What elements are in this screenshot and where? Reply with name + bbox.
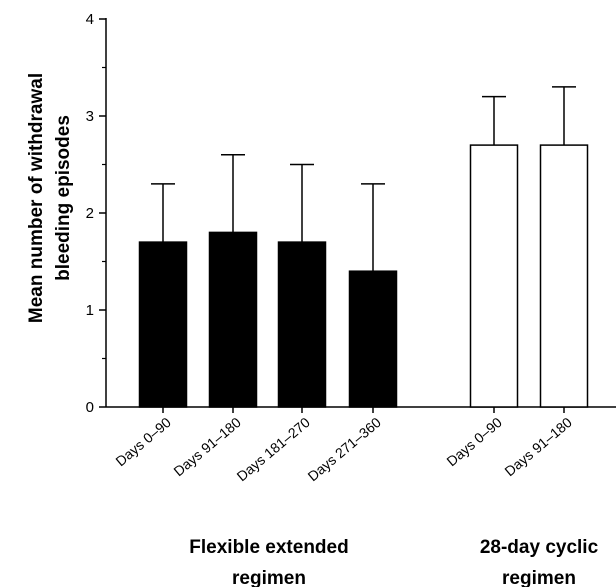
bar [277, 241, 327, 408]
bar [138, 241, 188, 408]
category-label: Days 0–90 [112, 414, 174, 469]
bar [348, 270, 398, 408]
bar [208, 231, 258, 408]
group-label: regimen [502, 568, 576, 587]
y-axis-label-line: bleeding episodes [53, 115, 74, 281]
y-tick-label: 0 [86, 399, 94, 416]
category-label: Days 91–180 [170, 414, 244, 479]
y-axis-label-line: Mean number of withdrawal [26, 73, 47, 323]
group-labels: Flexible extended regimen 28-day cyclic reg… [189, 537, 598, 587]
category-label: Days 0–90 [443, 414, 505, 469]
category-label: Days 271–360 [304, 414, 384, 484]
y-tick-label: 2 [86, 205, 94, 222]
y-tick-label: 4 [86, 11, 94, 28]
y-axis-label: Mean number of withdrawal bleeding episod… [26, 73, 74, 323]
group-label: 28-day cyclic [480, 537, 599, 558]
bars [138, 86, 589, 408]
y-tick-label: 1 [86, 302, 94, 319]
group-label: Flexible extended [189, 537, 348, 558]
y-tick-label: 3 [86, 108, 94, 125]
group-label: regimen [232, 568, 306, 587]
category-label: Days 91–180 [501, 414, 575, 479]
bar [469, 144, 519, 408]
category-label: Days 181–270 [233, 414, 313, 484]
bar [539, 144, 589, 408]
